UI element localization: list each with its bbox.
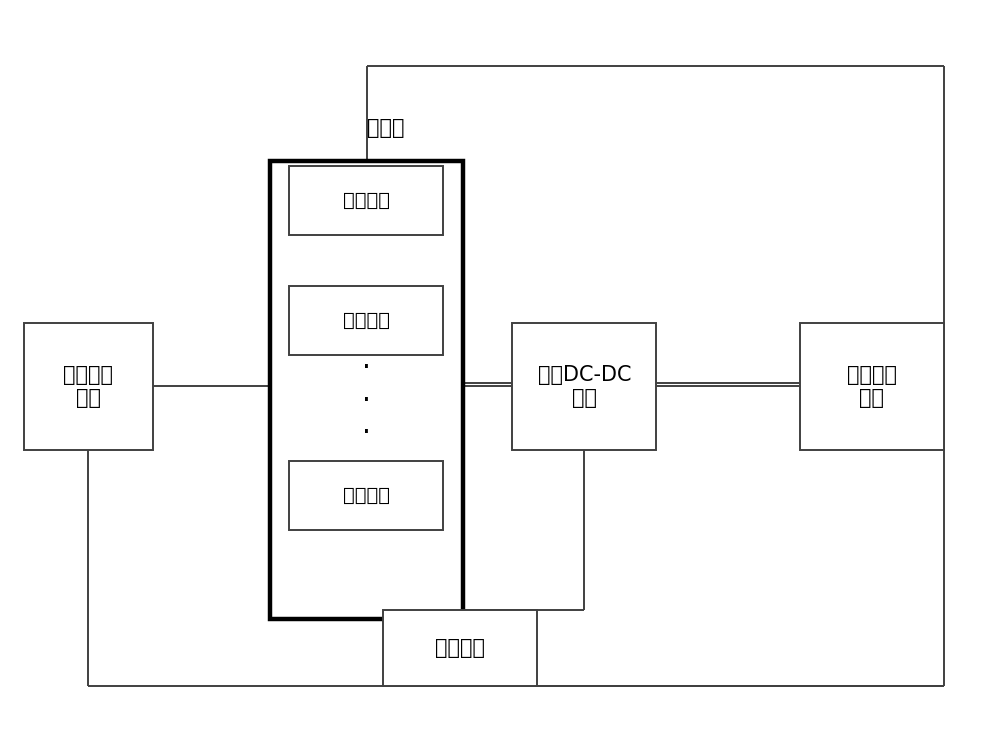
Bar xyxy=(289,166,443,236)
Text: 电池单体: 电池单体 xyxy=(343,311,390,330)
Bar xyxy=(24,322,153,450)
Text: 电池单体: 电池单体 xyxy=(343,191,390,210)
Bar xyxy=(512,322,656,450)
Bar xyxy=(383,610,537,687)
Text: 控制模块: 控制模块 xyxy=(435,638,485,658)
Bar xyxy=(270,160,463,619)
Text: 双向DC-DC
模块: 双向DC-DC 模块 xyxy=(538,364,631,408)
Text: 电池单体: 电池单体 xyxy=(343,486,390,505)
Text: ·
·
·: · · · xyxy=(362,354,371,447)
Text: 开关切换
模块: 开关切换 模块 xyxy=(847,364,897,408)
Text: 电压采集
模块: 电压采集 模块 xyxy=(63,364,113,408)
Bar xyxy=(800,322,944,450)
Bar xyxy=(289,461,443,530)
Text: 电池组: 电池组 xyxy=(367,118,405,138)
Bar xyxy=(289,286,443,355)
